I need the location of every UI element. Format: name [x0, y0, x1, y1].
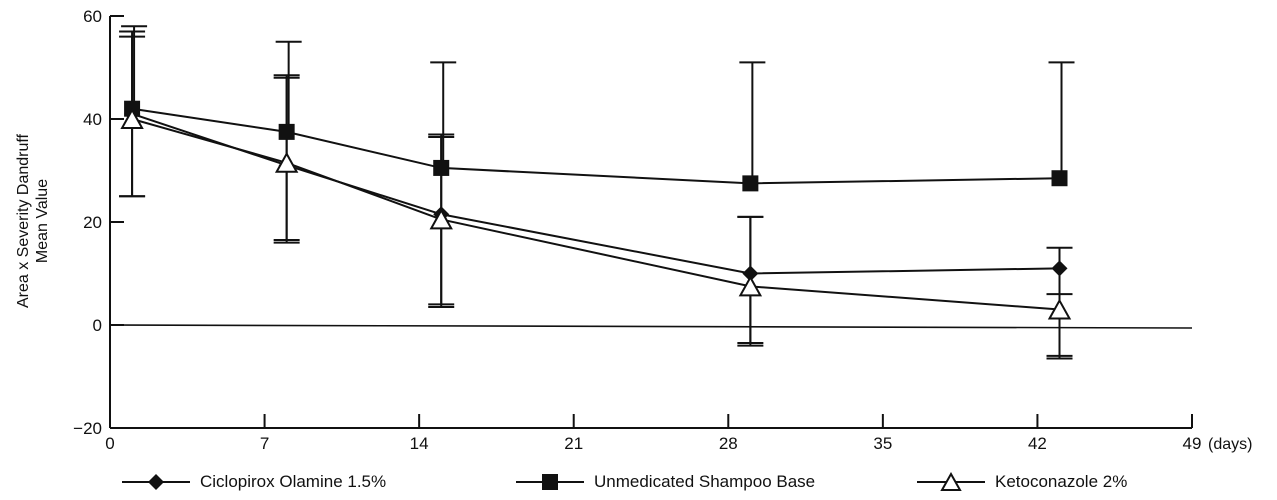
x-tick-label: 35 — [873, 434, 892, 453]
triangle-point — [1047, 298, 1072, 320]
y-tick-label: 60 — [83, 7, 102, 26]
legend-label-ketoconazole: Ketoconazole 2% — [995, 472, 1128, 491]
triangle-point — [120, 107, 144, 129]
x-tick-label: 28 — [719, 434, 738, 453]
zero-line — [109, 324, 1193, 329]
series-line-diamond — [131, 112, 1060, 275]
x-tick-label: 0 — [105, 434, 114, 453]
legend-label-ciclopirox: Ciclopirox Olamine 1.5% — [200, 472, 387, 491]
triangle-point — [738, 275, 763, 297]
error-bars — [119, 25, 1075, 360]
legend-item-shampoo-base: Unmedicated Shampoo Base — [516, 468, 815, 496]
y-axis-label-line-2: Mean Value — [34, 179, 51, 263]
x-tick-label: 21 — [564, 434, 583, 453]
triangle-point — [274, 151, 299, 173]
square-point — [742, 175, 759, 192]
y-tick-label: −20 — [73, 419, 102, 438]
square-point — [433, 159, 450, 176]
x-tick-label: 7 — [260, 434, 269, 453]
series-line-triangle-open — [131, 118, 1060, 311]
y-tick-label: 40 — [83, 110, 102, 129]
diamond-point — [742, 265, 759, 282]
diamond-point — [1051, 260, 1068, 277]
square-point — [278, 123, 295, 140]
series-markers — [120, 100, 1072, 320]
x-tick-label: 42 — [1028, 434, 1047, 453]
series-line-square — [131, 107, 1060, 185]
zero-reference-line — [109, 324, 1193, 329]
y-tick-label: 0 — [93, 316, 102, 335]
square-marker-icon — [516, 474, 584, 490]
triangle-point — [429, 208, 453, 230]
series-lines — [131, 107, 1060, 311]
square-point — [1051, 170, 1068, 187]
x-tick-label: 49 — [1183, 434, 1202, 453]
legend: Ciclopirox Olamine 1.5% Unmedicated Sham… — [0, 468, 1277, 500]
legend-item-ciclopirox: Ciclopirox Olamine 1.5% — [122, 468, 386, 496]
axes — [109, 15, 1193, 429]
x-tick-label: 14 — [410, 434, 429, 453]
legend-label-shampoo-base: Unmedicated Shampoo Base — [594, 472, 816, 491]
open-triangle-marker-icon — [917, 472, 985, 491]
x-axis-unit-label: (days) — [1208, 436, 1252, 453]
y-tick-label: 20 — [83, 213, 102, 232]
legend-item-ketoconazole: Ketoconazole 2% — [917, 468, 1127, 496]
diamond-marker-icon — [122, 474, 190, 490]
y-axis-label-line-1: Area x Severity Dandruff — [15, 133, 32, 308]
